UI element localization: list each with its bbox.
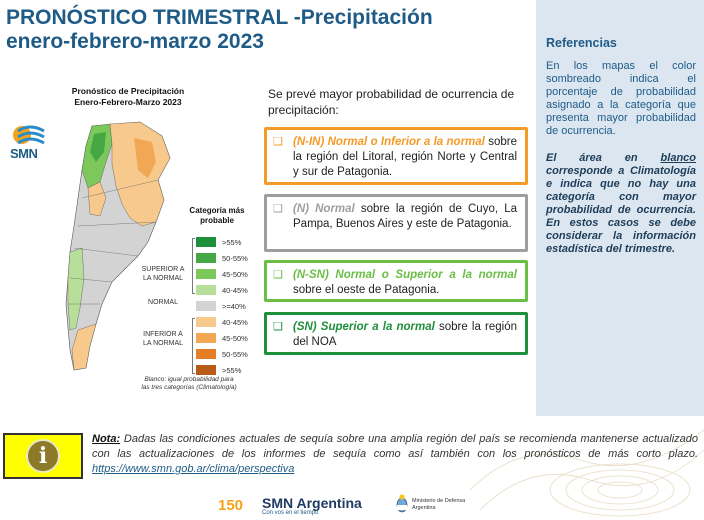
legend-group-superior-line-2: LA NORMAL (142, 275, 184, 282)
legend-label: 45-50% (222, 269, 248, 279)
legend-swatch (196, 237, 216, 247)
checkbox-marker-icon: ❑ (273, 203, 283, 215)
perspectiva-link[interactable]: https://www.smn.gob.ar/clima/perspectiva (92, 463, 295, 475)
legend-label: 50-55% (222, 253, 248, 263)
forecast-intro: Se prevé mayor probabilidad de ocurrenci… (268, 87, 515, 117)
map-region-inferior-south-patagonia (71, 323, 97, 371)
legend-bracket-superior (192, 238, 195, 294)
forecast-box-sn: ❑ (SN) Superior a la normal sobre la reg… (264, 312, 528, 355)
legend-item: 50-55% (196, 250, 248, 266)
map-region-inferior-north (109, 121, 171, 227)
references-title: Referencias (546, 36, 617, 50)
info-icon: i (3, 433, 83, 479)
ministry-line-1: Ministerio de Defensa (412, 498, 466, 504)
legend-item: >55% (196, 234, 248, 250)
note-text: Dadas las condiciones actuales de sequía… (92, 433, 698, 460)
map-region-superior-noa-core (90, 132, 106, 162)
legend-item: 40-45% (196, 282, 248, 298)
footer-tagline: Con vos en el tiempo (262, 510, 319, 516)
smn-150-logo-icon: 150 (218, 497, 243, 514)
references-p2-start: El área en (546, 152, 638, 164)
forecast-box-n: ❑ (N) Normal sobre la región de Cuyo, La… (264, 194, 528, 252)
legend-label: 50-55% (222, 349, 248, 359)
legend-title-line-2: probable (200, 216, 234, 225)
map-blank-note-line-2: las tres categorías (Climatología) (141, 384, 237, 391)
map-blank-note-line-1: Blanco: igual probabilidad para (144, 376, 234, 383)
legend-group-inferior: INFERIOR A LA NORMAL (132, 330, 194, 348)
ministry-text: Ministerio de Defensa Argentina (412, 498, 465, 512)
note-label: Nota: (92, 433, 121, 445)
legend-swatch (196, 253, 216, 263)
legend-item: 45-50% (196, 330, 248, 346)
smn-logo-text: SMN (10, 146, 38, 161)
legend-group-normal: NORMAL (148, 299, 178, 306)
references-paragraph-2: El área en blanco corresponde a Climatol… (546, 152, 696, 256)
argentina-shield-icon (396, 494, 408, 513)
references-paragraph-1: En los mapas el color sombreado indica e… (546, 60, 696, 137)
forecast-box-n-sn: ❑ (N-SN) Normal o Superior a la normal s… (264, 260, 528, 302)
legend-title-line-1: Categoría más (189, 206, 245, 215)
legend-group-superior: SUPERIOR A LA NORMAL (132, 265, 194, 283)
legend-label: 40-45% (222, 317, 248, 327)
map-blank-note: Blanco: igual probabilidad para las tres… (134, 376, 244, 392)
forecast-text: sobre la región del Litoral, región Nort… (293, 136, 517, 178)
legend-swatch (196, 269, 216, 279)
contour-decoration (470, 429, 704, 517)
legend-group-inferior-line-1: INFERIOR A (143, 331, 183, 338)
anniversary-number: 150 (218, 497, 243, 514)
legend-bracket-inferior (192, 318, 195, 374)
legend-group-superior-line-1: SUPERIOR A (141, 266, 185, 273)
title-line-2: enero-febrero-marzo 2023 (6, 30, 264, 53)
legend-swatch (196, 301, 216, 311)
legend-label: 40-45% (222, 285, 248, 295)
legend-label: >55% (222, 237, 242, 247)
forecast-text: sobre el oeste de Patagonia. (293, 284, 440, 296)
legend-label: >=40% (222, 301, 246, 311)
forecast-lead: (N) Normal (293, 203, 355, 215)
map-title: Pronóstico de Precipitación Enero-Febrer… (58, 86, 198, 108)
map-title-line-2: Enero-Febrero-Marzo 2023 (74, 97, 182, 107)
legend-swatch (196, 333, 216, 343)
legend-item: 40-45% (196, 314, 248, 330)
page-title: PRONÓSTICO TRIMESTRAL -Precipitación ene… (6, 6, 526, 54)
smn-logo-icon (13, 125, 45, 145)
legend-title: Categoría más probable (182, 206, 252, 226)
map-region-superior-west-patagonia (67, 247, 85, 331)
references-p2-end: corresponde a Climatología e indica que … (546, 165, 696, 255)
references-panel: Referencias En los mapas el color sombre… (536, 0, 704, 416)
legend-swatch (196, 365, 216, 375)
forecast-lead: (N-SN) Normal o Superior a la normal (293, 269, 517, 281)
legend-label: >55% (222, 365, 242, 375)
legend-swatch (196, 285, 216, 295)
forecast-text: sobre la región de Cuyo, La Pampa, Bueno… (293, 203, 517, 230)
legend-swatch (196, 317, 216, 327)
legend-item: 45-50% (196, 266, 248, 282)
legend-group-inferior-line-2: LA NORMAL (142, 340, 184, 347)
forecast-box-n-in: ❑ (N-IN) Normal o Inferior a la normal s… (264, 127, 528, 185)
references-blanco: blanco (660, 152, 696, 164)
map-region-inferior-central (87, 181, 107, 217)
ministry-line-2: Argentina (412, 505, 436, 511)
legend-item: 50-55% (196, 346, 248, 362)
forecast-lead: (SN) Superior a la normal (293, 321, 435, 333)
map-region-inferior-litoral (134, 138, 156, 178)
note: Nota: Dadas las condiciones actuales de … (92, 432, 698, 477)
map-title-line-1: Pronóstico de Precipitación (71, 86, 185, 96)
checkbox-marker-icon: ❑ (273, 136, 283, 148)
legend-swatch (196, 349, 216, 359)
map-province-lines (68, 179, 159, 305)
footer-brand: SMN Argentina (262, 495, 362, 511)
legend-item: >55% (196, 362, 248, 378)
checkbox-marker-icon: ❑ (273, 321, 283, 333)
argentina-precipitation-map (65, 121, 171, 371)
legend-item: >=40% (196, 298, 248, 314)
forecast-text: sobre la región del NOA (293, 321, 518, 348)
forecast-lead: (N-IN) Normal o Inferior a la normal (293, 136, 485, 148)
legend-label: 45-50% (222, 333, 248, 343)
legend: >55% 50-55% 45-50% 40-45% >=40% 40-45% 4… (196, 234, 248, 378)
title-line-1: PRONÓSTICO TRIMESTRAL -Precipitación (6, 6, 433, 29)
checkbox-marker-icon: ❑ (273, 269, 283, 281)
info-glyph: i (26, 439, 60, 473)
